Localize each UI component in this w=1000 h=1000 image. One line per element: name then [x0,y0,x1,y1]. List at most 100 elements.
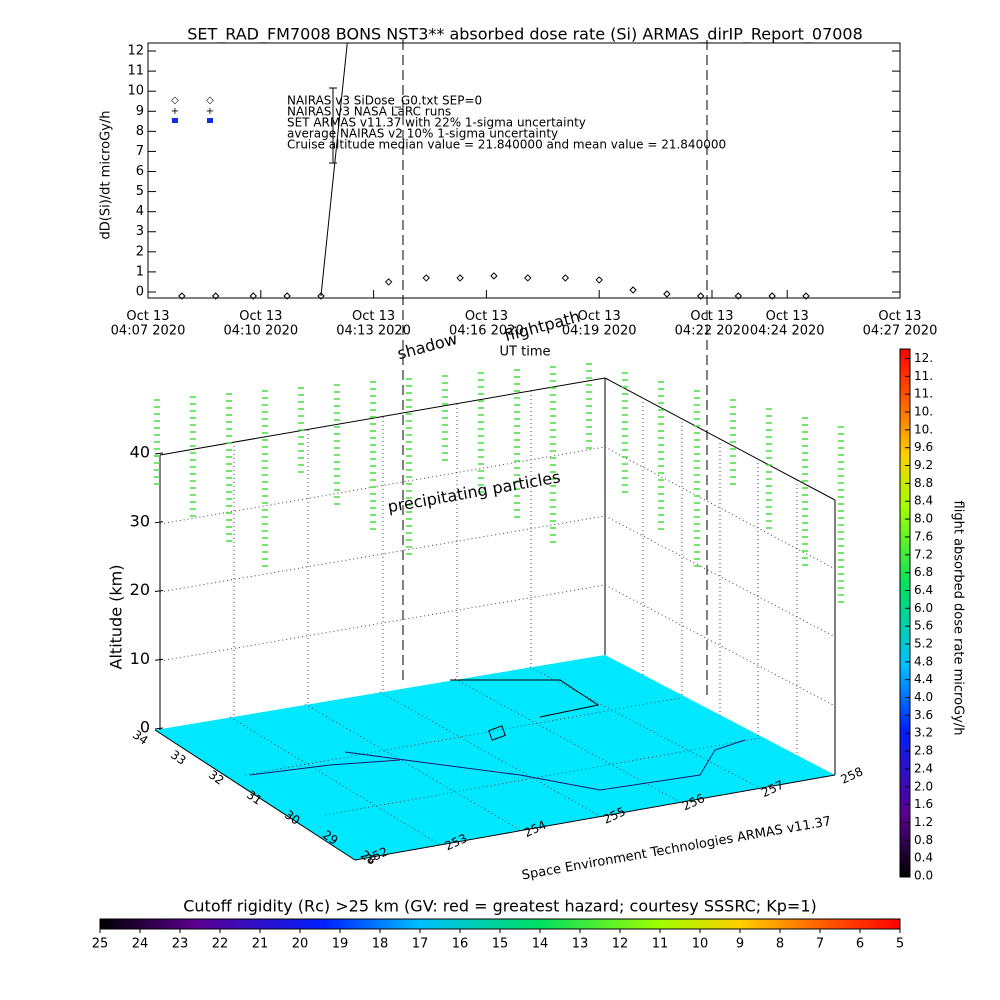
data-point [768,292,776,300]
y-tick-label: 1 [136,264,144,279]
chart-title: SET_RAD_FM7008 BONS NST3** absorbed dose… [187,25,863,45]
svg-text:+: + [206,106,214,117]
colorbar-tick-label: 4.4 [914,672,933,686]
svg-text:◇: ◇ [206,95,214,106]
lat-tick-label: 33 [168,747,189,767]
colorbar-tick-label: 8 [776,937,784,952]
x-tick-label: Oct 13 04:24 2020 [750,309,825,338]
data-point [734,292,743,300]
y-tick-label: 8 [136,124,144,139]
legend-entry: Cruise altitude median value = 21.840000… [287,138,726,152]
colorbar-tick-label: 6.0 [914,601,933,615]
y-tick-label: 0 [136,284,144,299]
svg-text:+: + [171,106,179,117]
colorbar-tick-label: 14 [532,937,549,952]
z-tick [154,658,164,661]
y-tick-label: 3 [136,224,144,239]
colorbar-tick-label: 2.4 [914,761,933,775]
z-tick-label: 20 [130,580,150,599]
y-tick-label: 2 [136,244,144,259]
colorbar-tick-label: 25 [92,937,109,952]
legend-entry: SET ARMAS v11.37 with 22% 1-sigma uncert… [287,116,586,130]
colorbar-tick-label: 16 [452,937,469,952]
legend-entry: NAIRAS v3 NASA LaRC runs [287,105,451,119]
data-point [384,278,393,286]
y-tick-label: 11 [127,64,144,79]
colorbar-tick-label: 22 [212,937,229,952]
data-point [456,274,464,282]
data-point [595,276,603,284]
colorbar-tick-label: 8.4 [914,494,933,508]
lon-tick-label: 258 [838,764,865,786]
dose-colorbar [899,348,911,878]
data-point [697,292,705,300]
z-tick [154,590,164,592]
x-tick-label: Oct 13 04:27 2020 [863,309,938,338]
colorbar-tick-label: 11 [652,937,669,952]
colorbar-tick-label: 12. [914,351,933,365]
data-point [178,292,186,300]
y-tick-label: 5 [136,184,144,199]
y-axis-label: dD(Si)/dt microGy/h [99,111,114,240]
colorbar-tick-label: 19 [332,937,349,952]
colorbar-tick-label: 9.6 [914,440,933,454]
data-point [490,272,498,280]
colorbar-tick-label: 17 [412,937,429,952]
z-tick [154,452,164,455]
colorbar-tick-label: 5.6 [914,619,933,633]
colorbar-tick-label: 9 [736,937,744,952]
z-tick-label: 40 [130,443,150,462]
data-point [561,274,570,282]
colorbar-tick-label: 3.6 [914,708,933,722]
colorbar-tick-label: 1.2 [914,815,933,829]
z-tick-label: 0 [140,718,150,737]
colorbar-tick-label: 20 [292,937,309,952]
y-tick-label: 9 [136,104,144,119]
svg-text:◇: ◇ [171,95,179,106]
legend-entry: NAIRAS v3 SiDose_G0.txt SEP=0 [287,94,482,108]
colorbar-label: flight absorbed dose rate microGy/h [951,501,966,736]
colorbar-tick-label: 13 [572,937,589,952]
colorbar-tick-label: 15 [492,937,509,952]
colorbar-tick-label: 7 [816,937,824,952]
z-tick [154,521,164,524]
data-point [663,290,671,298]
data-point [317,292,325,300]
colorbar-tick-label: 2.8 [914,744,933,758]
z-tick-label: 10 [130,649,150,668]
z-axis-label: Altitude (km) [107,565,126,670]
credit: Space Environment Technologies ARMAS v11… [521,814,833,883]
colorbar-tick-label: 23 [172,937,189,952]
data-point [629,286,637,294]
colorbar-tick-label: 7.2 [914,547,933,561]
data-point [802,292,810,300]
colorbar-tick-label: 10 [692,937,709,952]
colorbar-tick-label: 8.8 [914,476,933,490]
data-point [211,292,220,300]
x-tick-label: Oct 13 04:22 2020 [675,309,750,338]
colorbar-tick-label: 0.0 [914,869,933,883]
colorbar-tick-label: 12 [612,937,629,952]
plot-frame [147,42,901,299]
data-point [524,274,532,282]
y-tick-label: 10 [127,84,144,99]
legend-samples: ◇ ◇ + + [171,87,337,164]
data-point [283,292,291,300]
colorbar-tick-label: 24 [132,937,149,952]
z-tick [154,727,164,730]
data-point [249,292,257,300]
y-tick-label: 7 [136,144,144,159]
colorbar-tick-label: 5 [896,937,904,952]
colorbar-tick-label: 6.4 [914,583,933,597]
x-tick-label: Oct 13 04:19 2020 [562,309,637,338]
colorbar-tick-label: 11. [914,387,933,401]
colorbar-tick-label: 10. [914,422,933,436]
cutoff-colorbar [99,918,901,930]
y-tick-label: 4 [136,204,144,219]
legend-entry: average NAIRAS v2 10% 1-sigma uncertaint… [287,127,558,141]
colorbar-tick-label: 5.2 [914,637,933,651]
colorbar-label: Cutoff rigidity (Rc) >25 km (GV: red = g… [183,897,817,916]
colorbar-tick-label: 4.0 [914,690,933,704]
colorbar-tick-label: 6.8 [914,565,933,579]
